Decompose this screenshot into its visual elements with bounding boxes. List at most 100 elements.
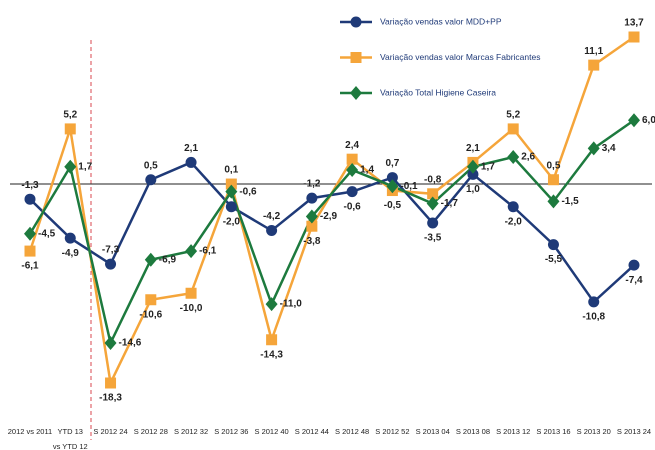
point-marker (225, 201, 237, 213)
point-marker (105, 377, 117, 389)
point-marker (64, 232, 76, 244)
point-marker (588, 296, 600, 308)
data-label: -0,6 (239, 186, 257, 197)
x-tick-label: vs YTD 12 (53, 442, 88, 450)
point-marker (507, 150, 520, 165)
point-marker (185, 287, 197, 299)
point-marker (386, 172, 398, 184)
point-marker (144, 252, 157, 267)
data-label: 1,0 (466, 184, 480, 195)
data-label: -2,0 (505, 216, 523, 227)
x-tick-label: S 2012 28 (134, 427, 168, 436)
legend-marker (350, 16, 362, 28)
point-marker (386, 179, 399, 194)
point-marker (225, 178, 237, 190)
data-label: -14,3 (260, 349, 283, 360)
data-label: -1,5 (561, 196, 579, 207)
data-label: 0,7 (385, 158, 399, 169)
point-marker (588, 59, 600, 71)
data-label: -7,4 (625, 275, 643, 286)
data-label: -6,1 (199, 246, 217, 257)
point-marker (305, 209, 318, 224)
data-label: 3,4 (602, 143, 616, 154)
point-marker (587, 141, 600, 156)
point-marker (507, 201, 519, 213)
data-label: -0,5 (384, 200, 402, 211)
data-label: -1,7 (441, 198, 459, 209)
data-label: 1,7 (481, 161, 495, 172)
data-label: -4,5 (38, 228, 56, 239)
series-line (28, 119, 635, 347)
data-label: 5,2 (63, 110, 77, 121)
data-label: -18,3 (99, 393, 122, 404)
x-tick-label: S 2012 40 (254, 427, 288, 436)
x-tick-label: S 2013 16 (536, 427, 570, 436)
point-marker (346, 153, 358, 165)
x-tick-label: S 2013 20 (577, 427, 611, 436)
data-label: -2,9 (320, 211, 338, 222)
x-tick-label: 2012 vs 2011 (8, 427, 52, 436)
data-label: 0,5 (547, 160, 561, 171)
data-label: -1,3 (21, 180, 39, 191)
point-marker (547, 194, 560, 209)
point-marker (547, 239, 559, 251)
x-tick-label: S 2013 12 (496, 427, 530, 436)
point-marker (145, 294, 157, 306)
point-marker (24, 226, 36, 241)
x-tick-label: S 2013 24 (617, 427, 651, 436)
x-tick-label: S 2012 52 (375, 427, 409, 436)
x-tick-label: S 2012 36 (214, 427, 248, 436)
data-label: -6,9 (159, 254, 177, 265)
x-tick-label: S 2013 08 (456, 427, 490, 436)
point-marker (507, 123, 519, 135)
data-label: 2,1 (466, 143, 480, 154)
point-marker (105, 258, 117, 270)
point-marker (104, 335, 117, 350)
point-marker (265, 297, 278, 312)
data-label: -4,2 (263, 211, 281, 222)
data-label: 2,4 (345, 140, 359, 151)
point-marker (547, 174, 559, 186)
point-marker (628, 31, 640, 43)
series-line (28, 35, 635, 388)
point-marker (426, 196, 439, 211)
data-label: 0,5 (144, 160, 158, 171)
data-label: 13,7 (624, 18, 644, 29)
point-marker (466, 159, 479, 174)
data-label: -2,0 (223, 216, 241, 227)
point-marker (427, 188, 439, 200)
data-label: -14,6 (119, 338, 142, 349)
legend-marker (350, 52, 362, 63)
point-marker (64, 123, 76, 135)
x-tick-label: YTD 13 (58, 427, 83, 436)
point-marker (185, 244, 198, 259)
point-marker (346, 186, 358, 198)
data-label: -6,1 (21, 261, 39, 272)
data-label: -0,8 (424, 174, 442, 185)
x-tick-label: S 2012 44 (295, 427, 329, 436)
data-label: -10,8 (582, 312, 605, 323)
point-marker (266, 225, 278, 237)
data-label: -7,3 (102, 245, 120, 256)
point-marker (306, 220, 318, 232)
point-marker (427, 217, 439, 229)
point-marker (628, 259, 640, 271)
point-marker (346, 162, 359, 177)
data-label: 1,7 (78, 161, 92, 172)
x-tick-label: S 2013 04 (416, 427, 450, 436)
data-label: -3,5 (424, 233, 442, 244)
data-label: 0,1 (224, 165, 238, 176)
point-marker (266, 334, 278, 346)
data-label: -4,9 (62, 248, 80, 259)
point-marker (145, 174, 157, 186)
legend-label: Variação Total Higiene Caseira (380, 87, 496, 97)
point-marker (64, 159, 77, 174)
legend-label: Variação vendas valor MDD+PP (380, 16, 502, 26)
data-label: -10,6 (139, 309, 162, 320)
series-line (29, 160, 635, 304)
data-label: -5,5 (545, 254, 563, 265)
data-label: 11,1 (584, 46, 603, 57)
data-label: -3,8 (303, 236, 321, 247)
